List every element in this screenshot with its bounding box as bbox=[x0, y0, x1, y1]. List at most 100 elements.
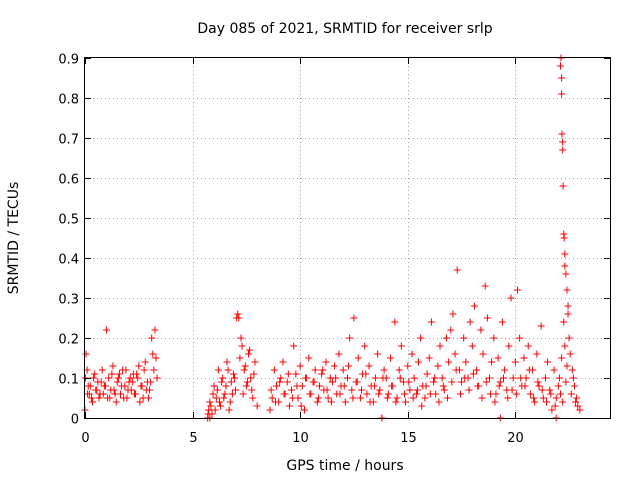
data-point bbox=[396, 374, 404, 382]
data-point bbox=[426, 390, 434, 398]
data-point bbox=[350, 314, 358, 322]
data-point bbox=[548, 406, 556, 414]
data-point bbox=[479, 350, 487, 358]
data-point bbox=[222, 382, 230, 390]
data-point bbox=[541, 374, 549, 382]
data-point bbox=[336, 390, 344, 398]
data-point bbox=[97, 378, 105, 386]
data-point bbox=[574, 402, 582, 410]
data-point bbox=[559, 398, 567, 406]
data-point bbox=[384, 390, 392, 398]
data-point bbox=[559, 182, 567, 190]
data-point bbox=[391, 318, 399, 326]
data-point bbox=[243, 378, 251, 386]
data-point bbox=[558, 354, 566, 362]
data-point bbox=[499, 374, 507, 382]
plot-frame bbox=[84, 57, 611, 419]
data-point bbox=[114, 374, 122, 382]
data-point bbox=[561, 250, 569, 258]
data-point bbox=[109, 362, 117, 370]
data-point bbox=[108, 370, 116, 378]
data-point bbox=[354, 354, 362, 362]
data-point bbox=[509, 374, 517, 382]
data-point bbox=[209, 390, 217, 398]
data-point bbox=[235, 314, 243, 322]
data-point bbox=[98, 366, 106, 374]
data-point bbox=[563, 286, 571, 294]
data-point bbox=[513, 286, 521, 294]
data-point bbox=[227, 378, 235, 386]
data-point bbox=[376, 386, 384, 394]
data-point bbox=[576, 406, 584, 414]
data-point bbox=[380, 366, 388, 374]
data-point bbox=[332, 374, 340, 382]
data-point bbox=[248, 386, 256, 394]
data-point bbox=[533, 350, 541, 358]
data-point bbox=[439, 382, 447, 390]
data-point bbox=[466, 318, 474, 326]
x-axis: 0 5 10 15 20 bbox=[81, 58, 524, 446]
data-point bbox=[512, 390, 520, 398]
y-tick-label: 0.9 bbox=[58, 53, 79, 68]
data-point bbox=[253, 402, 261, 410]
data-point bbox=[126, 374, 134, 382]
data-point bbox=[212, 394, 220, 402]
data-point bbox=[401, 390, 409, 398]
data-point bbox=[344, 374, 351, 382]
data-point bbox=[331, 362, 339, 370]
data-point bbox=[318, 370, 326, 378]
data-point bbox=[206, 398, 214, 406]
data-point bbox=[557, 62, 565, 70]
data-point bbox=[559, 138, 567, 146]
data-point bbox=[482, 378, 490, 386]
data-point bbox=[296, 362, 304, 370]
data-point bbox=[417, 334, 425, 342]
data-point bbox=[293, 382, 301, 390]
data-point bbox=[569, 374, 577, 382]
data-point bbox=[410, 374, 418, 382]
data-point bbox=[297, 402, 305, 410]
data-point bbox=[285, 402, 293, 410]
data-point bbox=[448, 378, 456, 386]
data-point bbox=[431, 374, 439, 382]
data-point bbox=[447, 326, 455, 334]
data-point bbox=[219, 374, 227, 382]
data-point bbox=[564, 310, 572, 318]
data-point bbox=[557, 390, 565, 398]
y-axis: 0 0.1 0.2 0.3 0.4 0.5 0.6 0.7 0.8 0.9 bbox=[58, 53, 610, 428]
data-point bbox=[478, 394, 486, 402]
data-point bbox=[101, 382, 109, 390]
data-point bbox=[223, 358, 231, 366]
data-point bbox=[346, 334, 354, 342]
data-point bbox=[357, 386, 365, 394]
data-point bbox=[238, 342, 246, 350]
data-point bbox=[444, 394, 452, 402]
data-point bbox=[106, 394, 114, 402]
data-point bbox=[365, 362, 373, 370]
data-point bbox=[119, 366, 127, 374]
data-point bbox=[225, 406, 233, 414]
data-point bbox=[340, 382, 348, 390]
y-tick-label: 0.6 bbox=[58, 173, 79, 188]
data-point bbox=[486, 374, 494, 382]
data-point bbox=[221, 390, 229, 398]
data-point bbox=[115, 370, 123, 378]
data-point bbox=[440, 386, 448, 394]
data-point bbox=[229, 370, 237, 378]
data-point bbox=[121, 382, 129, 390]
data-point bbox=[250, 370, 258, 378]
y-tick-label: 0.2 bbox=[58, 333, 79, 348]
data-point bbox=[498, 318, 506, 326]
data-point bbox=[538, 386, 546, 394]
data-point bbox=[561, 342, 569, 350]
data-point bbox=[90, 374, 98, 382]
data-point bbox=[300, 406, 308, 414]
data-point bbox=[280, 390, 288, 398]
data-point bbox=[397, 342, 405, 350]
data-point bbox=[402, 398, 410, 406]
data-point bbox=[508, 386, 516, 394]
data-point bbox=[438, 374, 446, 382]
data-point bbox=[268, 394, 276, 402]
data-point bbox=[228, 390, 236, 398]
